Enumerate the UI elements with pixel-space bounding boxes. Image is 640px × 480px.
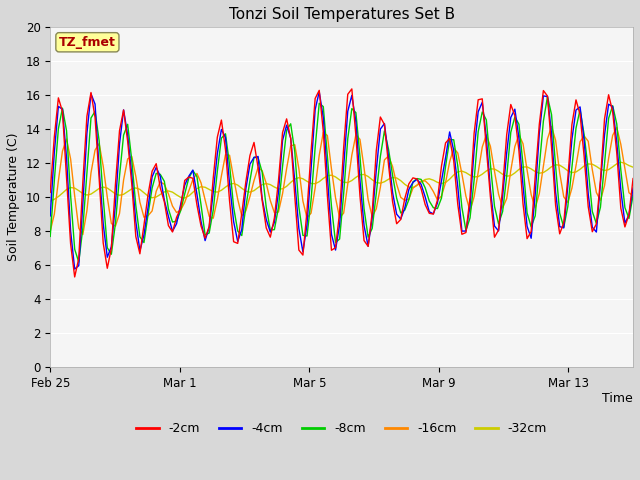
Y-axis label: Soil Temperature (C): Soil Temperature (C) xyxy=(7,133,20,262)
X-axis label: Time: Time xyxy=(602,393,633,406)
Text: TZ_fmet: TZ_fmet xyxy=(59,36,116,49)
Legend: -2cm, -4cm, -8cm, -16cm, -32cm: -2cm, -4cm, -8cm, -16cm, -32cm xyxy=(131,418,552,440)
Title: Tonzi Soil Temperatures Set B: Tonzi Soil Temperatures Set B xyxy=(228,7,454,22)
